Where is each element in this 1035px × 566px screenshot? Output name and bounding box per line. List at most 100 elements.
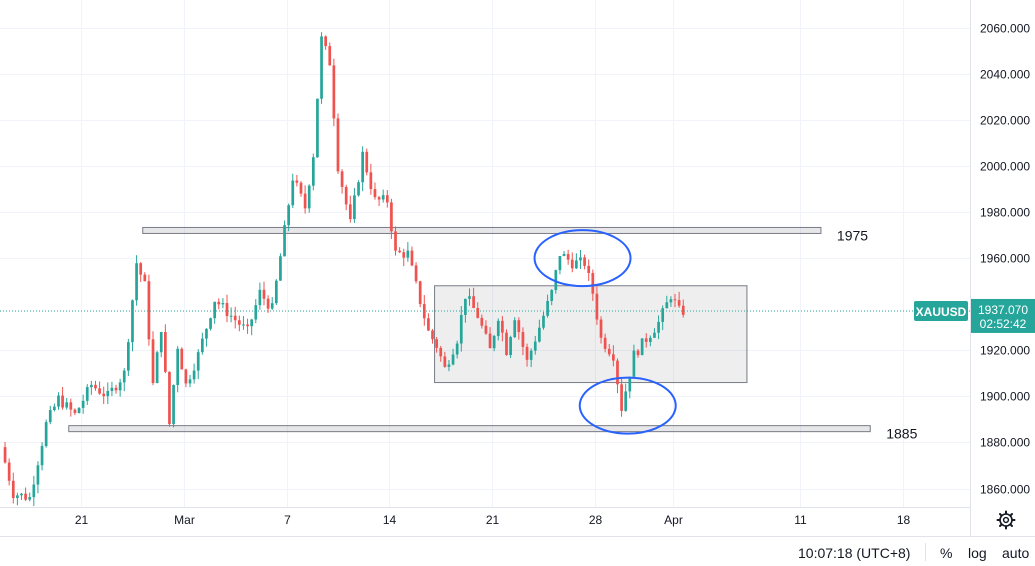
candle[interactable] <box>168 371 171 427</box>
candle[interactable] <box>320 32 323 104</box>
candle[interactable] <box>427 313 430 332</box>
candle[interactable] <box>180 347 184 370</box>
candle[interactable] <box>205 328 208 347</box>
candle[interactable] <box>435 336 438 353</box>
candle[interactable] <box>270 297 274 311</box>
candle[interactable] <box>299 181 303 197</box>
candle[interactable] <box>217 298 221 310</box>
candle[interactable] <box>353 187 356 223</box>
candle[interactable] <box>505 329 508 356</box>
candle[interactable] <box>431 329 434 344</box>
candle[interactable] <box>192 363 196 384</box>
candle[interactable] <box>348 195 352 223</box>
candle[interactable] <box>558 255 562 275</box>
candle[interactable] <box>336 113 340 174</box>
candle[interactable] <box>546 294 549 318</box>
annotations[interactable] <box>533 229 677 435</box>
candle[interactable] <box>114 384 118 394</box>
candle[interactable] <box>357 180 360 197</box>
candle[interactable] <box>501 315 504 342</box>
candle[interactable] <box>172 384 175 428</box>
candle[interactable] <box>155 350 159 384</box>
candle[interactable] <box>303 185 307 214</box>
candle[interactable] <box>328 42 332 66</box>
candle[interactable] <box>65 397 69 410</box>
candle[interactable] <box>225 294 229 323</box>
candle[interactable] <box>632 344 636 377</box>
candle[interactable] <box>476 302 480 319</box>
candle[interactable] <box>488 327 492 349</box>
candle[interactable] <box>250 318 254 336</box>
candle[interactable] <box>513 317 517 339</box>
annotation-ellipse[interactable] <box>578 376 677 435</box>
candle[interactable] <box>583 254 586 270</box>
annotation-ellipse[interactable] <box>533 229 632 288</box>
candle[interactable] <box>677 291 681 308</box>
candle[interactable] <box>603 333 607 353</box>
candle[interactable] <box>147 274 151 346</box>
candle[interactable] <box>188 374 192 388</box>
candle[interactable] <box>390 198 393 239</box>
candle[interactable] <box>98 381 101 395</box>
candle[interactable] <box>612 345 615 367</box>
candle[interactable] <box>48 405 52 425</box>
candle[interactable] <box>665 295 669 309</box>
candle[interactable] <box>196 349 200 380</box>
price-chart[interactable]: 1975 1885 1860.000 1880.000 1900.000 1920.00… <box>0 0 1035 536</box>
time-axis[interactable]: 21 Mar 7 14 21 28 Apr 11 18 <box>75 513 911 527</box>
candle[interactable] <box>291 173 295 209</box>
candle[interactable] <box>410 246 414 267</box>
candle[interactable] <box>661 305 665 331</box>
candle[interactable] <box>443 351 447 368</box>
candle[interactable] <box>406 242 410 262</box>
candle[interactable] <box>139 262 143 282</box>
candle[interactable] <box>414 262 418 284</box>
candle[interactable] <box>69 398 73 417</box>
candle[interactable] <box>53 403 56 412</box>
candle[interactable] <box>127 338 130 377</box>
candle[interactable] <box>402 248 406 267</box>
candle[interactable] <box>398 247 401 254</box>
candle[interactable] <box>258 282 262 310</box>
candle[interactable] <box>16 492 19 506</box>
candle[interactable] <box>233 306 237 329</box>
candle[interactable] <box>681 299 685 318</box>
candle[interactable] <box>32 475 36 507</box>
candle[interactable] <box>11 472 15 504</box>
candle[interactable] <box>418 280 422 308</box>
candle[interactable] <box>242 316 245 330</box>
candle[interactable] <box>118 378 122 397</box>
candle[interactable] <box>394 226 397 256</box>
candle[interactable] <box>221 298 225 309</box>
candle[interactable] <box>451 348 455 366</box>
log-toggle[interactable]: log <box>968 545 987 561</box>
drawings[interactable]: 1975 1885 <box>68 226 918 442</box>
candle[interactable] <box>361 146 364 192</box>
candle[interactable] <box>237 315 241 332</box>
candle[interactable] <box>373 182 377 200</box>
candle[interactable] <box>94 380 97 391</box>
candle[interactable] <box>468 288 471 306</box>
candle[interactable] <box>61 387 64 410</box>
candle[interactable] <box>542 311 545 330</box>
candle[interactable] <box>525 343 529 367</box>
candle[interactable] <box>377 195 381 207</box>
candle[interactable] <box>209 317 212 331</box>
candle[interactable] <box>28 492 32 502</box>
candle[interactable] <box>274 279 278 306</box>
candle[interactable] <box>472 287 475 309</box>
candle[interactable] <box>439 345 443 362</box>
candle[interactable] <box>3 441 7 464</box>
candle[interactable] <box>279 253 282 281</box>
candle[interactable] <box>73 408 77 416</box>
candle[interactable] <box>562 251 566 257</box>
percent-toggle[interactable]: % <box>940 545 953 561</box>
candle[interactable] <box>143 272 147 282</box>
candle[interactable] <box>550 289 554 306</box>
candle[interactable] <box>24 487 27 502</box>
price-axis[interactable]: 1860.000 1880.000 1900.000 1920.000 1960.000… <box>980 22 1030 497</box>
candle[interactable] <box>538 319 541 343</box>
candle[interactable] <box>599 316 603 344</box>
candle[interactable] <box>159 331 163 358</box>
candle[interactable] <box>484 320 488 335</box>
